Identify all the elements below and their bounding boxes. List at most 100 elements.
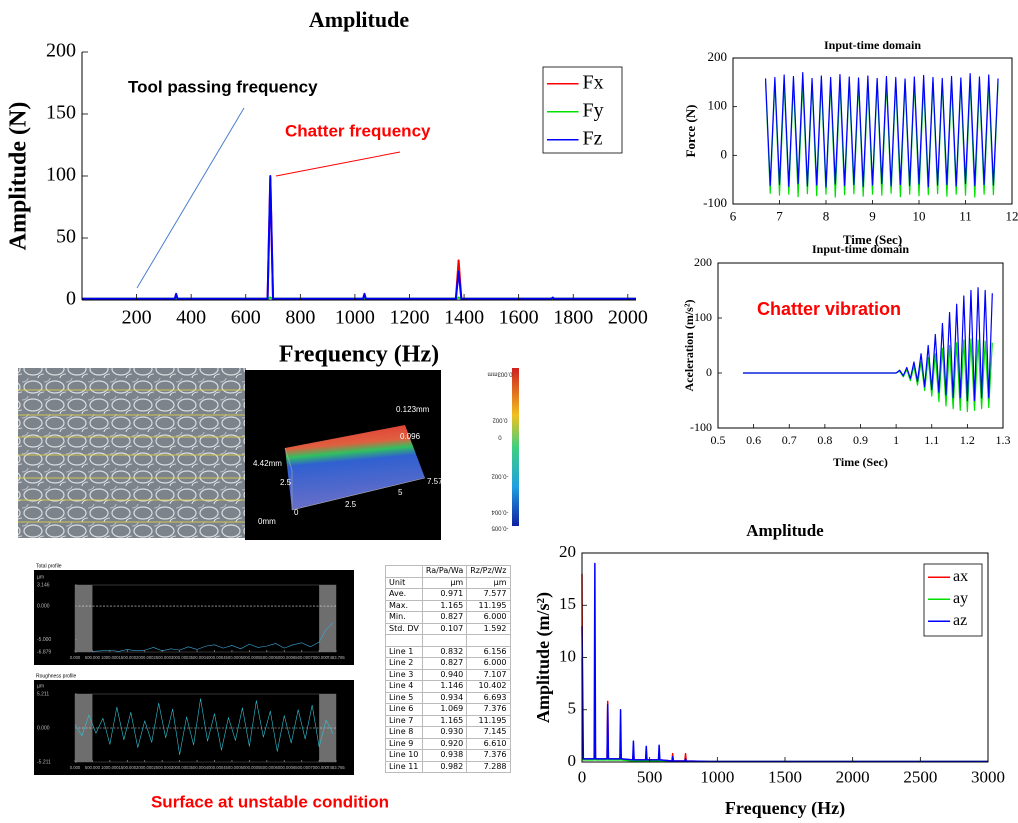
table-cell: 6.693 xyxy=(466,691,511,704)
table-cell: Line 10 xyxy=(385,749,423,762)
table-cell xyxy=(385,634,423,647)
x-tick-label: 0.7 xyxy=(782,433,797,447)
x-tick-label: 4000.000 xyxy=(206,765,224,770)
table-cell: Line 7 xyxy=(385,714,423,727)
unit-label: µm xyxy=(37,574,44,580)
legend-label: ax xyxy=(953,568,968,585)
table-cell: Max. xyxy=(385,599,423,612)
photo-scan-lines xyxy=(18,389,246,523)
x-tick-label: 2000 xyxy=(608,307,648,329)
x-tick-label: 2000.000 xyxy=(136,655,154,660)
y-axis-label: Force (N) xyxy=(683,105,698,158)
x-tick-label: 1 xyxy=(893,433,899,447)
surface-3d-label: 2.5 xyxy=(345,500,357,509)
table-cell: 7.288 xyxy=(466,760,511,773)
x-tick-label: 5500.000 xyxy=(258,655,276,660)
table-cell: Line 3 xyxy=(385,668,423,681)
x-tick-label: 9 xyxy=(869,209,876,224)
table-cell: 0.920 xyxy=(421,737,468,750)
series-line xyxy=(74,698,334,756)
table-cell: Line 5 xyxy=(385,691,423,704)
table-cell: Min. xyxy=(385,611,423,624)
y-tick-label: -5.000 xyxy=(37,637,51,643)
profile-title: Total profile xyxy=(36,563,62,569)
table-cell: 1.146 xyxy=(421,680,468,693)
y-tick-label: 100 xyxy=(694,310,712,324)
table-cell: 7.577 xyxy=(466,588,511,601)
colorbar-label: -0.002 xyxy=(491,472,509,478)
series-line xyxy=(764,72,999,188)
table-row: Line 3 0.940 7.107 xyxy=(385,668,511,681)
x-tick-label: 0.5 xyxy=(711,433,726,447)
y-tick-label: -6.879 xyxy=(37,649,51,655)
colorbar-label: 0.003mm xyxy=(487,370,512,376)
table-cell: 7.145 xyxy=(466,726,511,739)
table-row: Line 7 1.165 11.195 xyxy=(385,714,511,727)
y-tick-label: 20 xyxy=(559,542,576,561)
x-tick-label: 1.3 xyxy=(996,433,1011,447)
x-tick-label: 11 xyxy=(959,209,972,224)
colorbar-label: -0.004 xyxy=(491,508,509,514)
table-cell: 0.930 xyxy=(421,726,468,739)
table-cell xyxy=(466,634,511,647)
table-cell: µm xyxy=(421,576,468,589)
x-tick-label: 3000 xyxy=(971,768,1005,787)
table-cell: Line 2 xyxy=(385,657,423,670)
x-tick-label: 4000.000 xyxy=(206,655,224,660)
y-tick-label: 200 xyxy=(708,49,728,64)
chart-title: Input-time domain xyxy=(812,242,909,256)
legend-label: Fx xyxy=(583,71,604,93)
series-line xyxy=(581,657,988,763)
x-tick-label: 2500 xyxy=(903,768,937,787)
table-cell: 7.376 xyxy=(466,749,511,762)
table-row: Line 11 0.982 7.288 xyxy=(385,760,511,773)
table-cell: Ra/Pa/Wa xyxy=(421,565,468,578)
x-axis-label: Time (Sec) xyxy=(833,455,888,469)
y-tick-label: 50 xyxy=(56,226,76,248)
x-tick-label: 3500.000 xyxy=(188,655,206,660)
y-tick-label: 0 xyxy=(706,365,712,379)
surface-3d-label: 4.42mm xyxy=(253,459,282,468)
x-axis-label: Frequency (Hz) xyxy=(279,342,439,368)
table-cell: Line 9 xyxy=(385,737,423,750)
x-tick-label: 2000.000 xyxy=(136,765,154,770)
y-axis-label: Amplitude (m/s²) xyxy=(533,592,554,723)
table-cell: 0.832 xyxy=(421,645,468,658)
y-tick-label: 200 xyxy=(694,255,712,269)
profile-title: Roughness profile xyxy=(36,673,77,679)
series-line xyxy=(92,622,334,652)
y-tick-label: 200 xyxy=(46,40,76,62)
x-tick-label: 4500.000 xyxy=(223,655,241,660)
y-tick-label: -100 xyxy=(690,420,712,434)
x-tick-label: 6 xyxy=(730,209,737,224)
x-tick-label: 500.000 xyxy=(85,765,101,770)
x-tick-label: 0.000 xyxy=(70,655,81,660)
surface-3d-label: 0 xyxy=(294,508,299,517)
x-tick-label: 1400 xyxy=(444,307,484,329)
table-cell: 0.982 xyxy=(421,760,468,773)
annotation: Chatter frequency xyxy=(285,121,431,140)
table-cell: 6.000 xyxy=(466,611,511,624)
x-tick-label: 5000.000 xyxy=(241,655,259,660)
table-cell: 0.971 xyxy=(421,588,468,601)
table-row: Line 1 0.832 6.156 xyxy=(385,645,511,658)
x-tick-label: 0.8 xyxy=(817,433,832,447)
x-tick-label: 6000.000 xyxy=(276,655,294,660)
x-tick-label: 2500.000 xyxy=(153,765,171,770)
annotation-line xyxy=(275,151,401,177)
x-tick-label: 500 xyxy=(637,768,663,787)
surface-3d-axes xyxy=(284,447,426,511)
table-row: Line 2 0.827 6.000 xyxy=(385,657,511,670)
table-cell: 11.195 xyxy=(466,714,511,727)
x-axis-label: Time (Sec) xyxy=(843,232,902,247)
table-cell: 0.107 xyxy=(421,622,468,635)
table-cell: Line 11 xyxy=(385,760,423,773)
y-axis-label: Amplitude (N) xyxy=(6,102,32,251)
table-row: Std. DV 0.107 1.592 xyxy=(385,622,511,635)
x-tick-label: 0.9 xyxy=(853,433,868,447)
annotation-line xyxy=(136,107,245,289)
y-tick-label: 100 xyxy=(708,98,728,113)
table-cell xyxy=(385,565,423,578)
x-tick-label: 0.6 xyxy=(746,433,761,447)
